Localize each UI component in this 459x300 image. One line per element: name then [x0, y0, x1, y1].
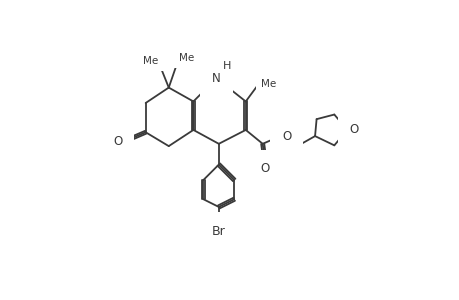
Text: H: H	[222, 61, 230, 70]
Text: N: N	[212, 72, 220, 85]
Text: O: O	[113, 135, 122, 148]
Text: Me: Me	[179, 53, 194, 63]
Text: Br: Br	[212, 225, 225, 238]
Text: Me: Me	[261, 79, 276, 89]
Text: Me: Me	[143, 56, 158, 66]
Text: O: O	[349, 123, 358, 136]
Text: O: O	[281, 130, 291, 142]
Text: O: O	[260, 162, 269, 175]
